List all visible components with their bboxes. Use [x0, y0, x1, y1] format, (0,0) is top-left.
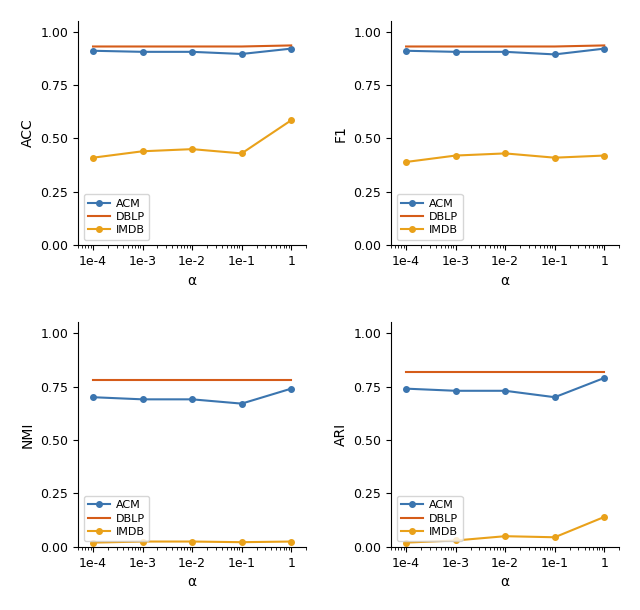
IMDB [89, 539, 97, 547]
ACM [403, 47, 410, 54]
ACM [238, 400, 246, 407]
IMDB [452, 152, 460, 159]
Legend: ACM, DBLP, IMDB: ACM, DBLP, IMDB [397, 194, 463, 240]
X-axis label: α: α [188, 274, 196, 288]
IMDB [139, 148, 147, 155]
IMDB [238, 149, 246, 157]
Line: ACM: ACM [90, 386, 294, 406]
IMDB [287, 117, 295, 124]
Line: IMDB: IMDB [403, 151, 607, 165]
ACM [600, 375, 608, 382]
X-axis label: α: α [500, 575, 509, 589]
IMDB [188, 538, 196, 545]
ACM [287, 45, 295, 52]
Line: ACM: ACM [403, 375, 607, 400]
X-axis label: α: α [500, 274, 509, 288]
DBLP [600, 41, 608, 49]
DBLP [403, 368, 410, 375]
DBLP [139, 376, 147, 384]
DBLP [188, 43, 196, 50]
ACM [551, 393, 559, 401]
Line: IMDB: IMDB [403, 514, 607, 545]
ACM [139, 48, 147, 56]
IMDB [188, 145, 196, 152]
Y-axis label: ARI: ARI [334, 423, 348, 446]
Line: IMDB: IMDB [90, 118, 294, 160]
DBLP [452, 368, 460, 375]
ACM [89, 47, 97, 54]
IMDB [551, 154, 559, 162]
DBLP [452, 43, 460, 50]
DBLP [501, 368, 509, 375]
ACM [452, 48, 460, 56]
DBLP [238, 376, 246, 384]
Y-axis label: F1: F1 [334, 124, 348, 142]
ACM [501, 48, 509, 56]
IMDB [501, 149, 509, 157]
DBLP [287, 376, 295, 384]
ACM [188, 396, 196, 403]
DBLP [238, 43, 246, 50]
DBLP [188, 376, 196, 384]
IMDB [600, 513, 608, 520]
X-axis label: α: α [188, 575, 196, 589]
IMDB [501, 533, 509, 540]
Line: DBLP: DBLP [93, 45, 291, 46]
Line: ACM: ACM [90, 46, 294, 57]
ACM [238, 50, 246, 57]
IMDB [403, 159, 410, 166]
ACM [551, 51, 559, 58]
ACM [287, 385, 295, 392]
DBLP [89, 43, 97, 50]
DBLP [287, 41, 295, 49]
Legend: ACM, DBLP, IMDB: ACM, DBLP, IMDB [397, 496, 463, 541]
DBLP [551, 43, 559, 50]
IMDB [600, 152, 608, 159]
IMDB [89, 154, 97, 162]
DBLP [551, 368, 559, 375]
Line: DBLP: DBLP [406, 45, 604, 46]
ACM [452, 387, 460, 395]
DBLP [89, 376, 97, 384]
Legend: ACM, DBLP, IMDB: ACM, DBLP, IMDB [84, 496, 150, 541]
ACM [89, 393, 97, 401]
DBLP [600, 368, 608, 375]
IMDB [287, 538, 295, 545]
Line: IMDB: IMDB [90, 539, 294, 545]
IMDB [551, 534, 559, 541]
IMDB [403, 539, 410, 547]
ACM [403, 385, 410, 392]
ACM [501, 387, 509, 395]
Y-axis label: ACC: ACC [21, 119, 35, 148]
IMDB [139, 538, 147, 545]
ACM [600, 45, 608, 52]
Legend: ACM, DBLP, IMDB: ACM, DBLP, IMDB [84, 194, 150, 240]
ACM [188, 48, 196, 56]
Line: ACM: ACM [403, 46, 607, 57]
Y-axis label: NMI: NMI [21, 422, 35, 448]
DBLP [139, 43, 147, 50]
DBLP [403, 43, 410, 50]
DBLP [501, 43, 509, 50]
IMDB [238, 539, 246, 546]
ACM [139, 396, 147, 403]
IMDB [452, 537, 460, 544]
